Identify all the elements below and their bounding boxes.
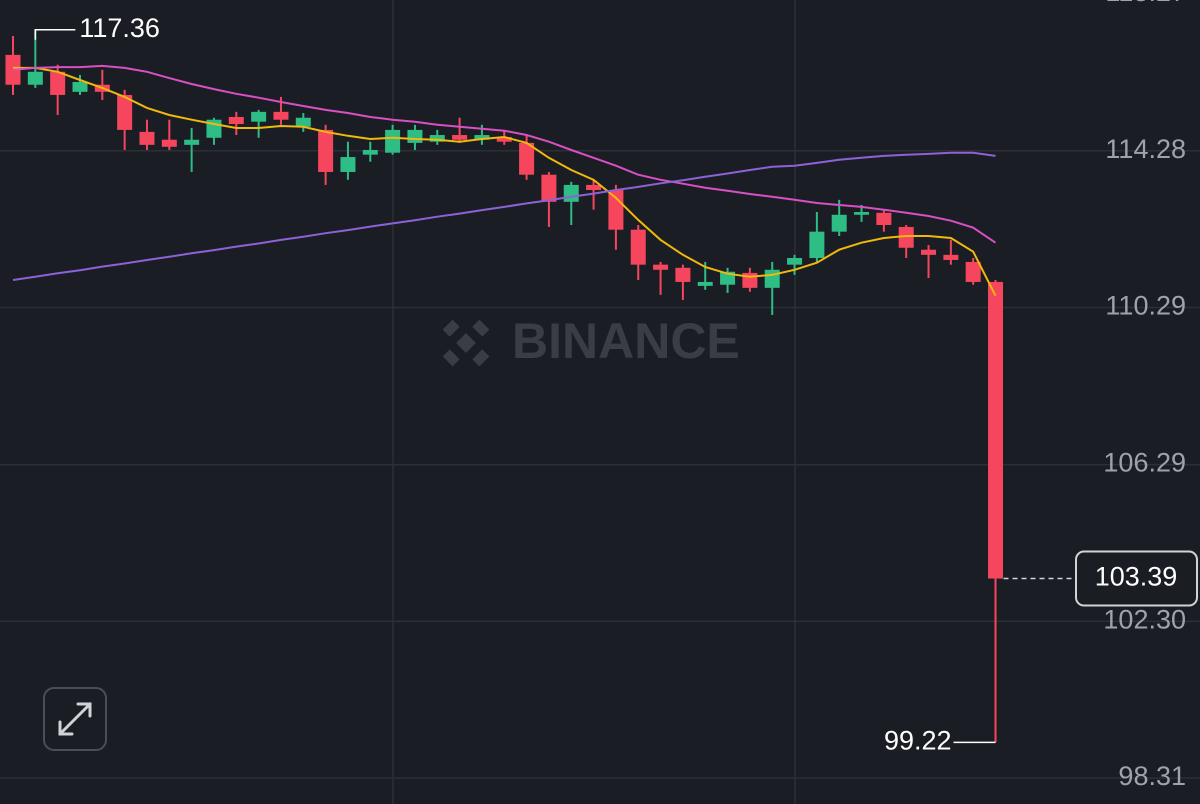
candle-body bbox=[586, 184, 602, 191]
candle-body bbox=[675, 267, 691, 282]
candle-body bbox=[563, 184, 579, 202]
high-label: 117.36 bbox=[79, 13, 160, 43]
candle-body bbox=[117, 94, 133, 130]
y-tick-label: 106.29 bbox=[1103, 448, 1186, 478]
y-tick-label: 98.31 bbox=[1118, 761, 1186, 791]
candle-body bbox=[764, 269, 780, 288]
last-price-box bbox=[1075, 550, 1198, 607]
y-tick-label: 114.28 bbox=[1105, 134, 1186, 164]
candles bbox=[5, 29, 1004, 743]
candle-body bbox=[831, 214, 847, 232]
candle-body bbox=[787, 257, 803, 265]
high-pointer bbox=[34, 28, 76, 40]
candle-body bbox=[474, 135, 490, 140]
candle-body bbox=[630, 229, 646, 265]
candle-body bbox=[295, 117, 311, 127]
y-tick-label: 110.29 bbox=[1105, 291, 1186, 321]
candle-body bbox=[898, 226, 914, 248]
candle-body bbox=[50, 71, 66, 95]
low-label: 99.22 bbox=[884, 725, 952, 755]
watermark: BINANCE bbox=[442, 313, 740, 369]
candle-body bbox=[876, 212, 892, 225]
y-tick-label: 102.30 bbox=[1103, 604, 1186, 634]
candle-body bbox=[362, 149, 378, 155]
candle-body bbox=[139, 131, 155, 145]
y-tick-label: 118.27 bbox=[1105, 0, 1186, 7]
candle-body bbox=[697, 281, 713, 286]
candle-body bbox=[340, 157, 356, 172]
candle-body bbox=[273, 111, 289, 120]
candle-body bbox=[496, 136, 512, 142]
candle-body bbox=[854, 212, 870, 215]
candle-body bbox=[452, 135, 468, 140]
watermark-logo bbox=[442, 319, 490, 367]
last-price-label: 103.39 bbox=[1095, 562, 1178, 592]
candle-body bbox=[809, 231, 825, 258]
moving-average-line bbox=[13, 66, 997, 297]
candle-body bbox=[161, 139, 177, 147]
candle-body bbox=[429, 135, 445, 142]
moving-average-line bbox=[12, 151, 996, 281]
candle-body bbox=[72, 81, 88, 92]
candle-body bbox=[921, 249, 937, 255]
moving-average-line bbox=[12, 64, 997, 244]
candle-body bbox=[943, 254, 959, 260]
candle-body bbox=[988, 281, 1004, 579]
expand-button[interactable] bbox=[43, 687, 107, 751]
candle-body bbox=[519, 142, 535, 175]
candle-body bbox=[27, 71, 43, 85]
candle-body bbox=[385, 129, 401, 153]
candle-body bbox=[407, 129, 423, 143]
candle-body bbox=[228, 116, 244, 125]
candle-body bbox=[318, 129, 334, 172]
candle-body bbox=[184, 139, 200, 145]
candle-body bbox=[541, 174, 557, 202]
candle-body bbox=[965, 261, 981, 282]
candle-body bbox=[251, 111, 267, 122]
candle-body bbox=[608, 190, 624, 230]
watermark-text: BINANCE bbox=[512, 313, 740, 369]
candle-body bbox=[5, 54, 21, 85]
candle-body bbox=[653, 264, 669, 270]
